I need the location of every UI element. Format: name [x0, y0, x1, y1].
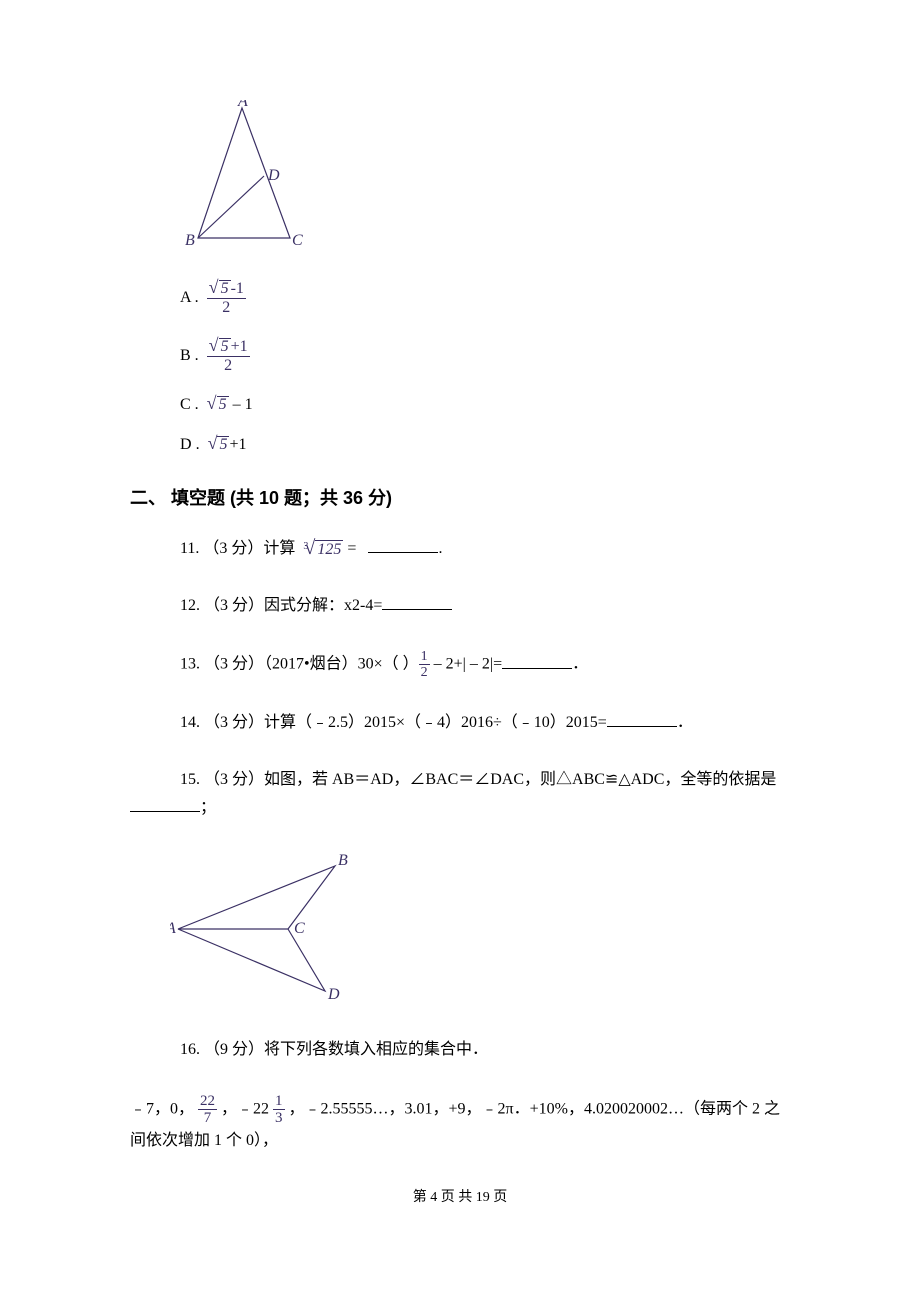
question-15: 15. （3 分）如图，若 AB＝AD，∠BAC＝∠DAC，则△ABC≌△ADC… [130, 766, 790, 824]
vertex2-label-a: A [170, 920, 176, 937]
answer-options: A √5-1 2 B √5+1 2 C √5 – 1 D √5+1 [180, 280, 790, 454]
option-c-label: C [180, 396, 199, 414]
question-12: 12. （3 分）因式分解：x2-4= [180, 592, 790, 621]
option-b-label: B [180, 347, 199, 365]
blank-q13 [502, 654, 572, 669]
vertex-label-a: A [237, 100, 248, 110]
question-16: 16. （9 分）将下列各数填入相应的集合中． [180, 1036, 790, 1065]
section-title: 二、 填空题 (共 10 题；共 36 分) [130, 484, 790, 510]
vertex-label-c: C [292, 232, 303, 249]
option-a-label: A [180, 289, 199, 307]
question-16-list: ﹣7，0， 22 7 ，﹣22 1 3 ，﹣2.55555…，3.01，+9，﹣… [130, 1093, 790, 1156]
question-13: 13. （3 分）（2017•烟台）30×（ ） 1 2 – 2+| – 2|=… [180, 649, 790, 681]
question-14: 14. （3 分）计算（﹣2.5）2015×（﹣4）2016÷（﹣10）2015… [180, 709, 790, 738]
question-11: 11. （3 分）计算 3√125 = . [180, 535, 790, 564]
option-d: D √5+1 [180, 436, 790, 454]
blank-q15 [130, 797, 200, 812]
cube-root-125: 3√125 [299, 540, 343, 559]
page-footer: 第 4 页 共 19 页 [130, 1186, 790, 1206]
option-b-value: √5+1 2 [207, 338, 250, 374]
vertex2-label-d: D [327, 986, 340, 1003]
option-c: C √5 – 1 [180, 396, 790, 414]
blank-q12 [382, 595, 452, 610]
vertex2-label-c: C [294, 920, 305, 937]
option-a-value: √5-1 2 [207, 280, 246, 316]
option-a: A √5-1 2 [180, 280, 790, 316]
blank-q14 [607, 712, 677, 727]
option-d-value: √5+1 [208, 436, 247, 454]
vertex-label-b: B [185, 232, 195, 249]
figure-triangle-congruent: A B C D [170, 851, 790, 1016]
option-d-label: D [180, 436, 200, 454]
option-c-value: √5 – 1 [207, 396, 253, 414]
option-b: B √5+1 2 [180, 338, 790, 374]
figure-triangle-abcd: A B C D [180, 100, 790, 260]
vertex2-label-b: B [338, 852, 348, 869]
blank-q11 [368, 538, 438, 553]
vertex-label-d: D [267, 167, 280, 184]
